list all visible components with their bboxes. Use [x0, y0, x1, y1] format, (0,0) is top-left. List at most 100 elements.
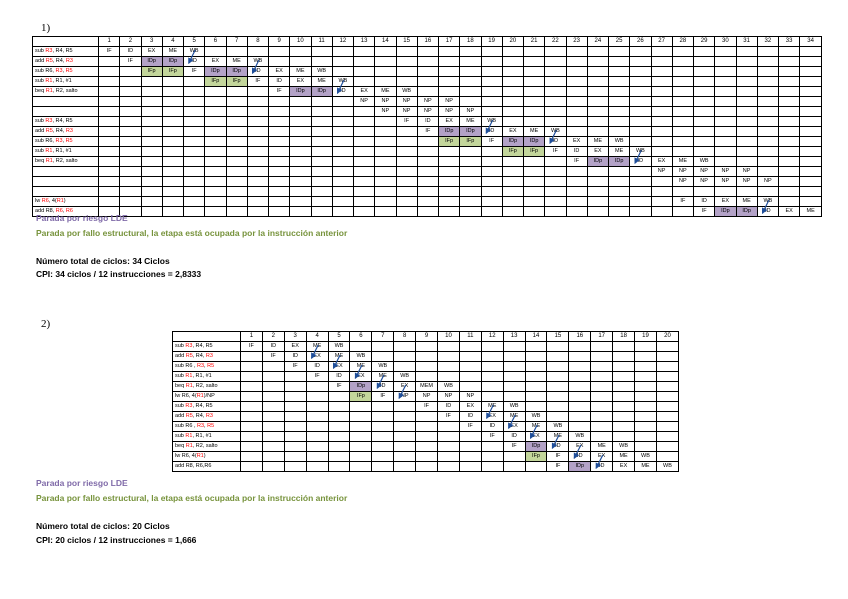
instruction-label-part: R3	[197, 363, 205, 369]
empty-cell	[119, 156, 142, 167]
instruction-label: add R5, R4, R3	[172, 351, 241, 362]
cycle-header: 25	[607, 36, 631, 47]
empty-cell	[565, 86, 588, 97]
empty-cell	[655, 451, 680, 462]
empty-cell	[416, 186, 440, 197]
empty-cell	[415, 341, 439, 352]
empty-cell	[310, 146, 333, 157]
stage-cell: IF	[261, 351, 285, 362]
empty-cell	[416, 56, 440, 67]
empty-cell	[522, 156, 546, 167]
empty-cell	[246, 146, 270, 157]
empty-cell	[650, 126, 673, 137]
empty-cell	[459, 66, 482, 77]
empty-cell	[415, 421, 439, 432]
empty-cell	[393, 461, 417, 472]
empty-cell	[612, 401, 636, 412]
empty-cell	[331, 186, 355, 197]
instruction-label-part: R5	[185, 353, 193, 359]
empty-cell	[261, 381, 285, 392]
empty-cell	[502, 341, 526, 352]
empty-cell	[267, 116, 291, 127]
empty-cell	[371, 411, 395, 422]
legend-structural-1: Parada por fallo estructural, la etapa e…	[36, 228, 348, 238]
empty-cell	[565, 196, 588, 207]
empty-cell	[140, 126, 163, 137]
empty-cell	[756, 86, 780, 97]
empty-cell	[283, 411, 307, 422]
empty-cell	[629, 186, 652, 197]
empty-cell	[714, 66, 737, 77]
empty-cell	[204, 96, 227, 107]
empty-cell	[437, 421, 460, 432]
empty-cell	[305, 441, 329, 452]
empty-cell	[671, 106, 695, 117]
empty-cell	[240, 361, 263, 372]
stage-cell: WB	[544, 126, 567, 137]
empty-cell	[140, 136, 163, 147]
empty-cell	[735, 116, 758, 127]
stage-cell: WB	[629, 146, 652, 157]
instruction-label-part: ,	[204, 363, 208, 369]
header-blank-cell	[32, 36, 99, 47]
empty-cell	[458, 341, 482, 352]
cycle-header: 7	[371, 331, 395, 342]
empty-cell	[352, 116, 376, 127]
instruction-label: add R5, R4, R3	[32, 56, 99, 67]
empty-cell	[607, 96, 631, 107]
cycle-header: 11	[458, 331, 482, 342]
stage-cell: IF	[119, 56, 142, 67]
empty-cell	[415, 441, 439, 452]
stage-cell: NP	[459, 106, 482, 117]
empty-cell	[416, 86, 440, 97]
empty-cell	[607, 206, 631, 217]
empty-cell	[629, 56, 652, 67]
stage-cell: NP	[735, 166, 758, 177]
empty-cell	[310, 196, 333, 207]
instruction-label-part: R1	[196, 453, 204, 459]
empty-cell	[692, 86, 716, 97]
empty-cell	[777, 86, 801, 97]
empty-cell	[161, 186, 185, 197]
empty-cell	[586, 176, 610, 187]
cycle-header: 2	[119, 36, 142, 47]
empty-cell	[777, 166, 801, 177]
empty-cell	[546, 351, 570, 362]
stage-cell: IDp	[140, 56, 163, 67]
empty-cell	[161, 106, 185, 117]
empty-cell	[140, 96, 163, 107]
instruction-label-part: R6	[55, 208, 63, 214]
stage-cell: IF	[692, 206, 716, 217]
stage-cell: IF	[546, 451, 570, 462]
cycle-header: 5	[327, 331, 351, 342]
stage-cell: ME	[671, 156, 695, 167]
empty-cell	[393, 361, 417, 372]
empty-cell	[655, 411, 680, 422]
empty-cell	[799, 106, 822, 117]
stage-cell: NP	[650, 166, 673, 177]
empty-cell	[352, 156, 376, 167]
stage-cell: EX	[289, 76, 312, 87]
legend-lde-1: Parada por riesgo LDE	[36, 213, 128, 223]
stage-cell: WB	[612, 441, 636, 452]
empty-cell	[522, 176, 546, 187]
cycle-header: 10	[289, 36, 312, 47]
empty-cell	[97, 116, 121, 127]
empty-cell	[395, 196, 418, 207]
empty-cell	[283, 401, 307, 412]
stage-cell: EX	[305, 351, 329, 362]
empty-cell	[437, 206, 461, 217]
cycle-header: 9	[415, 331, 439, 342]
empty-cell	[655, 391, 680, 402]
empty-cell	[480, 96, 503, 107]
empty-cell	[692, 96, 716, 107]
empty-cell	[650, 136, 673, 147]
stage-cell: ME	[305, 341, 329, 352]
legend-structural-2: Parada por fallo estructural, la etapa e…	[36, 493, 348, 503]
empty-cell	[480, 86, 503, 97]
empty-cell	[629, 66, 652, 77]
empty-cell	[331, 126, 355, 137]
empty-cell	[799, 156, 822, 167]
stage-cell: WB	[655, 461, 680, 472]
empty-cell	[777, 146, 801, 157]
